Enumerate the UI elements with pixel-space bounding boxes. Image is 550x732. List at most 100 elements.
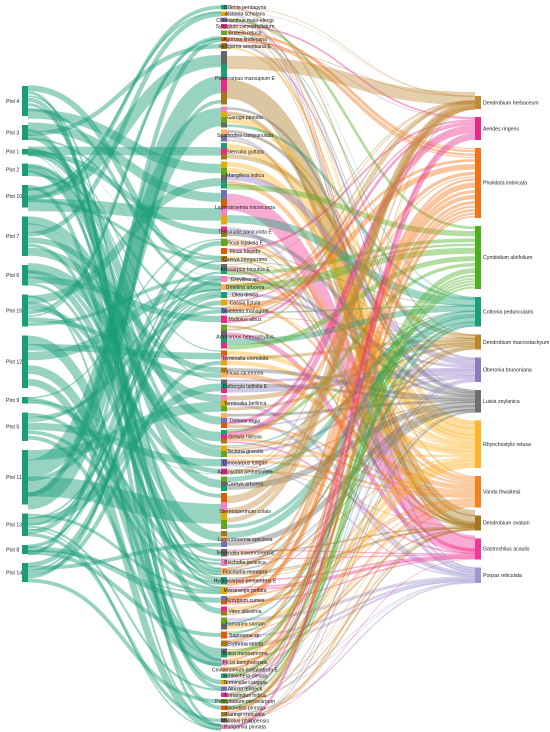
link-tree-orchid <box>226 101 476 331</box>
orchid-node-dendrobium-herbaceum[interactable] <box>475 96 481 110</box>
plot-node-plot-15[interactable] <box>22 294 28 327</box>
link-tree-orchid <box>226 321 476 566</box>
tree-label: Lagerstroemia speciosa <box>217 537 272 543</box>
tree-node-segment <box>221 5 227 10</box>
orchid-node-gastrochilus-acaulis[interactable] <box>475 538 481 560</box>
plot-node-plot-14[interactable] <box>22 563 28 582</box>
tree-node-segment <box>221 617 227 624</box>
plot-node-plot-1[interactable] <box>22 149 28 155</box>
plot-node-plot-12[interactable] <box>22 335 28 389</box>
tree-node-segment <box>221 135 227 142</box>
link-tree-orchid <box>226 292 476 369</box>
link-plot-tree <box>27 271 222 548</box>
tree-node-segment <box>221 181 227 189</box>
link-tree-orchid <box>226 102 476 473</box>
tree-label: Flacourtia montana <box>223 569 268 575</box>
tree-node-segment <box>221 355 227 361</box>
link-plot-tree <box>27 216 222 458</box>
link-plot-tree <box>27 5 222 200</box>
tree-label: Terminalia travancorensis <box>216 551 275 557</box>
link-tree-orchid <box>226 504 476 696</box>
tree-label: Macaranga peltata <box>224 588 267 594</box>
orchid-node-rhynchostylis-retusa[interactable] <box>475 420 481 468</box>
link-plot-tree <box>27 295 222 727</box>
link-plot-tree <box>27 550 222 638</box>
link-tree-orchid <box>226 107 476 594</box>
link-tree-orchid <box>226 301 476 486</box>
tree-label: Swietenia mahagoni <box>222 308 269 314</box>
plot-label: Plot 15 <box>6 308 22 314</box>
plot-node-plot-10[interactable] <box>22 184 28 208</box>
link-tree-orchid <box>226 135 476 571</box>
orchid-node-luisia-zeylanica[interactable] <box>475 389 481 413</box>
orchid-node-pholidota-imbricata[interactable] <box>475 147 481 218</box>
orchid-node-dendrobium-ovatum[interactable] <box>475 515 481 531</box>
tree-label: Grevillea sp. <box>231 277 260 283</box>
tree-label: Tamarindus indica <box>224 693 266 699</box>
orchid-node-cymbidium-aloifolium[interactable] <box>475 225 481 289</box>
tree-node-segment <box>221 541 227 548</box>
orchid-node-dendrobium-macrostachyum[interactable] <box>475 334 481 350</box>
orchid-label: Gastrochilus acaulis <box>483 547 530 553</box>
link-plot-tree <box>27 11 222 191</box>
tree-node-segment <box>221 718 227 723</box>
tree-node-segment <box>221 549 227 557</box>
link-tree-orchid <box>226 128 476 437</box>
link-tree-orchid <box>226 195 476 603</box>
link-tree-orchid <box>226 578 476 639</box>
orchid-node-porpax-reticulata[interactable] <box>475 567 481 583</box>
link-tree-orchid <box>226 383 476 402</box>
plot-node-plot-11[interactable] <box>22 449 28 505</box>
link-tree-orchid <box>226 286 476 709</box>
plot-node-plot-4[interactable] <box>22 86 28 117</box>
tree-node-segment <box>221 350 227 356</box>
link-tree-orchid <box>226 557 476 603</box>
link-tree-orchid <box>226 456 476 564</box>
link-tree-orchid <box>226 325 476 691</box>
orchid-node-vanda-thwaitesii[interactable] <box>475 475 481 508</box>
tree-label: Terminalia paniculata E <box>218 229 272 235</box>
orchid-node-aerides-ringens[interactable] <box>475 117 481 140</box>
tree-node-segment <box>221 699 227 704</box>
link-tree-orchid <box>226 238 476 484</box>
plot-node-plot-6[interactable] <box>22 264 28 286</box>
link-plot-tree <box>27 542 222 570</box>
tree-node-segment <box>221 129 227 136</box>
link-plot-tree <box>27 275 222 326</box>
link-plot-tree <box>27 399 222 575</box>
link-plot-tree <box>27 198 222 221</box>
tree-label: Garuga pinnata <box>227 115 263 121</box>
plot-node-plot-9[interactable] <box>22 397 28 404</box>
link-plot-tree <box>26 107 223 478</box>
plot-node-plot-3[interactable] <box>22 125 28 141</box>
link-plot-tree <box>27 85 222 271</box>
plot-node-plot-13[interactable] <box>22 513 28 536</box>
plot-node-plot-2[interactable] <box>22 163 28 176</box>
orchid-node-cottonia-peduncularis[interactable] <box>475 296 481 327</box>
plot-node-plot-5[interactable] <box>22 412 28 441</box>
link-plot-tree <box>27 237 222 374</box>
link-tree-orchid <box>226 323 476 635</box>
plot-node-plot-7[interactable] <box>22 216 28 256</box>
link-plot-tree <box>27 44 222 137</box>
tree-node-segment <box>221 117 227 123</box>
plot-node-plot-8[interactable] <box>22 544 28 555</box>
link-tree-orchid <box>226 244 476 445</box>
tree-node-segment <box>221 673 227 679</box>
tree-node-segment <box>221 283 227 290</box>
link-tree-orchid <box>226 263 476 433</box>
link-tree-orchid <box>226 139 476 525</box>
link-plot-tree <box>27 278 222 526</box>
tree-label: Careya arborea <box>227 482 263 488</box>
link-tree-orchid <box>226 43 476 360</box>
tree-node-segment <box>221 519 227 529</box>
link-tree-orchid <box>226 161 476 440</box>
link-tree-orchid <box>226 497 476 598</box>
link-tree-orchid <box>226 310 476 482</box>
link-tree-orchid <box>226 506 476 723</box>
tree-node-segment <box>221 231 227 237</box>
orchid-node-oberonia-brunoniana[interactable] <box>475 357 481 382</box>
link-tree-orchid <box>226 342 476 411</box>
orchid-label: Aerides ringens <box>483 126 519 132</box>
